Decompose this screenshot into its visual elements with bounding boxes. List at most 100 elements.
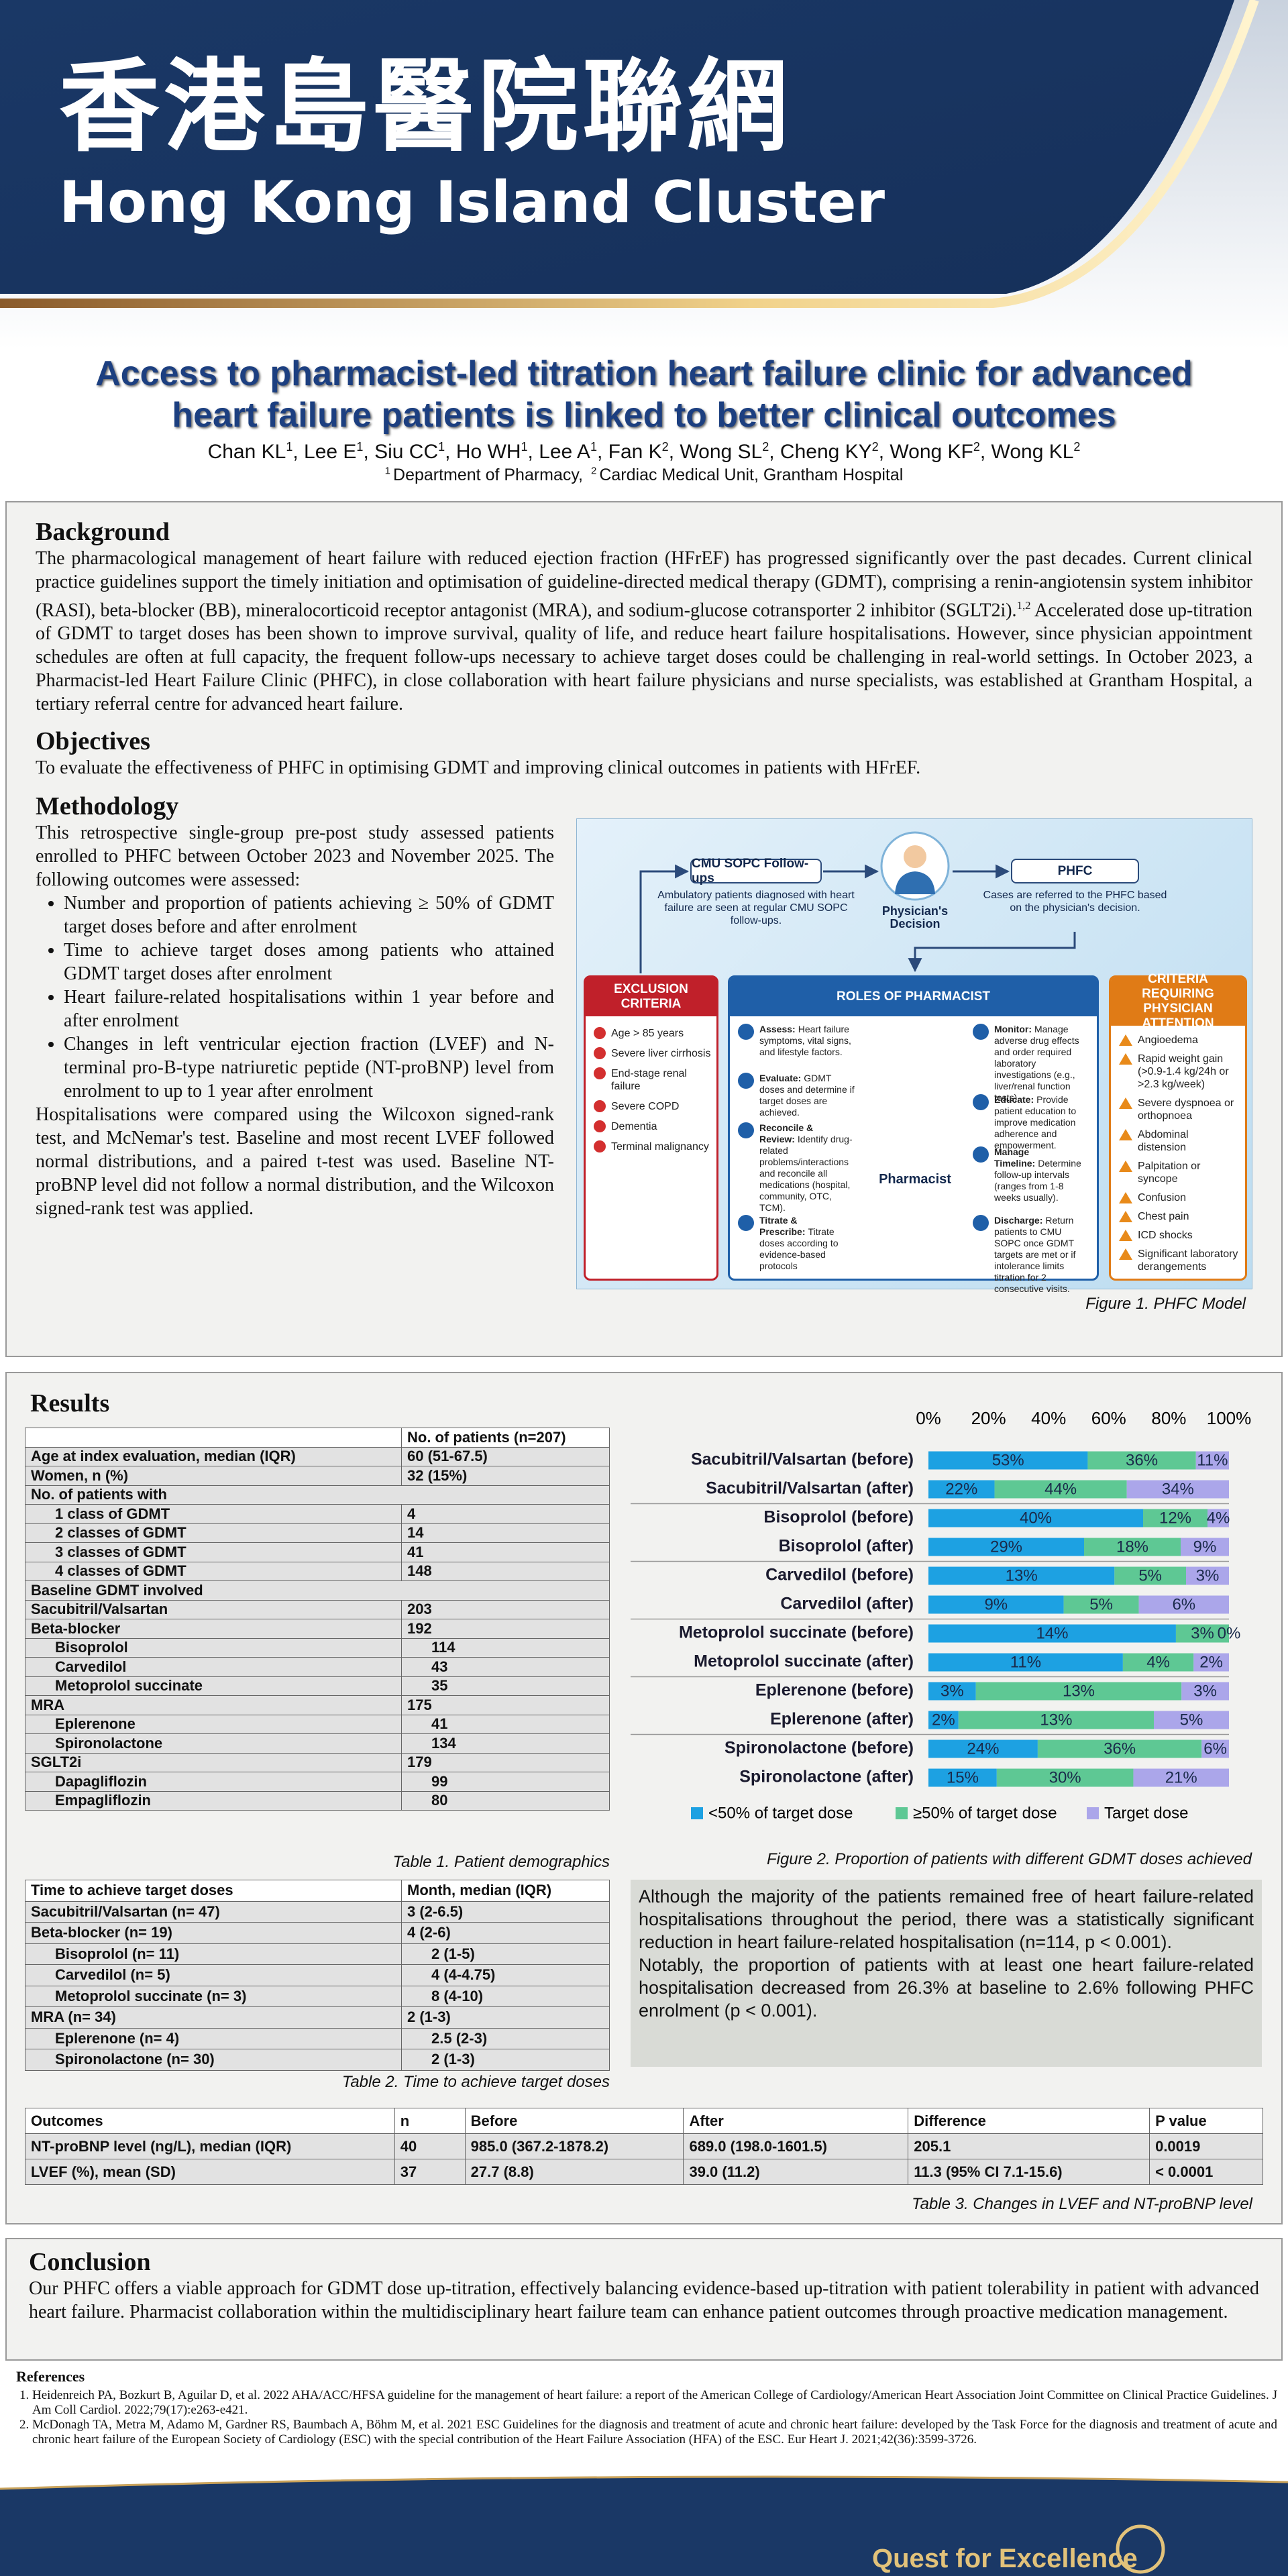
value-label: 4% bbox=[1207, 1509, 1230, 1527]
value-label: 2% bbox=[1199, 1653, 1223, 1671]
exclusion-box: EXCLUSION CRITERIA Age > 85 years Severe … bbox=[584, 975, 718, 1281]
item-text: Terminal malignancy bbox=[611, 1141, 709, 1153]
category-label: Sacubitril/Valsartan (after) bbox=[706, 1479, 914, 1498]
row-label: Metoprolol succinate bbox=[25, 1676, 402, 1696]
section-heading: Background bbox=[36, 518, 170, 546]
row: NT-proBNP level (ng/L), median (IQR) 40 98… bbox=[25, 2133, 1263, 2159]
value-label: 22% bbox=[945, 1480, 977, 1498]
bar-segment bbox=[1143, 1509, 1208, 1527]
footer-banner bbox=[0, 2475, 1288, 2576]
table: Outcomes n Before After Difference P value NT-… bbox=[25, 2108, 1263, 2185]
row-label: Empagliflozin bbox=[25, 1790, 402, 1811]
section-heading: Objectives bbox=[36, 727, 150, 756]
author-name: Cheng KY bbox=[780, 441, 872, 463]
value-label: 9% bbox=[1193, 1538, 1217, 1556]
table1: No. of patients (n=207) Age at index eval… bbox=[25, 1428, 610, 1811]
value-label: 53% bbox=[992, 1451, 1024, 1469]
value-label: 13% bbox=[1063, 1682, 1095, 1700]
warning-icon bbox=[1119, 1053, 1132, 1065]
role-item: Discharge: Return patients to CMU SOPC on… bbox=[973, 1215, 1090, 1295]
sub-row: 4 classes of GDMT 148 bbox=[25, 1561, 610, 1581]
sub-row: Carvedilol 43 bbox=[25, 1657, 610, 1677]
cell: 0.0019 bbox=[1149, 2133, 1263, 2159]
header-navy bbox=[0, 0, 1234, 294]
role-item: Evaluate: GDMT doses and determine if tar… bbox=[738, 1073, 855, 1118]
role-text: Provide patient education to improve med… bbox=[994, 1094, 1077, 1151]
cell: LVEF (%), mean (SD) bbox=[25, 2159, 395, 2185]
row-label: Beta-blocker bbox=[25, 1619, 402, 1639]
reference: Heidenreich PA, Bozkurt B, Aguilar D, et… bbox=[32, 2388, 1277, 2418]
header-cell: Difference bbox=[908, 2108, 1150, 2134]
table3: Outcomes n Before After Difference P value NT-… bbox=[25, 2108, 1263, 2185]
text: The pharmacological management of heart … bbox=[36, 548, 1252, 621]
row: Beta-blocker 192 bbox=[25, 1619, 610, 1639]
bar-segment bbox=[928, 1595, 1064, 1614]
cmu-box: CMU SOPC Follow-ups bbox=[690, 857, 822, 885]
value-label: 40% bbox=[1020, 1509, 1052, 1527]
row-value: 3 (2-6.5) bbox=[401, 1900, 610, 1923]
role-text: Determine follow-up intervals (ranges fr… bbox=[994, 1158, 1081, 1203]
pharmacist-label: Pharmacist bbox=[879, 1172, 951, 1187]
affiliation: 2 Cardiac Medical Unit, Grantham Hospital bbox=[591, 466, 903, 484]
value-label: 9% bbox=[984, 1595, 1008, 1613]
row-value: 175 bbox=[401, 1695, 610, 1715]
cell: 11.3 (95% CI 7.1-15.6) bbox=[908, 2159, 1150, 2185]
row: Baseline GDMT involved bbox=[25, 1580, 610, 1601]
cell: 37 bbox=[394, 2159, 466, 2185]
warning-icon bbox=[1119, 1211, 1132, 1223]
header-cell: No. of patients (n=207) bbox=[401, 1428, 610, 1448]
warning-icon bbox=[1119, 1230, 1132, 1242]
authors: Chan KL1Lee E1Siu CC1Ho WH1Lee A1Fan K2W… bbox=[0, 440, 1288, 464]
sub-row: 3 classes of GDMT 41 bbox=[25, 1542, 610, 1562]
row-label: Carvedilol (n= 5) bbox=[25, 1964, 402, 1986]
row-value: 14 bbox=[401, 1523, 610, 1543]
role-item: Manage Timeline: Determine follow-up inte… bbox=[973, 1146, 1090, 1203]
author: Ho WH1 bbox=[456, 440, 539, 463]
row-value: 148 bbox=[401, 1561, 610, 1581]
item-text: Angioedema bbox=[1138, 1034, 1198, 1046]
exclusion-item: Age > 85 years bbox=[594, 1027, 711, 1040]
footer-slogan: Quest for Excellence bbox=[872, 2544, 1138, 2573]
row-value: 41 bbox=[401, 1714, 610, 1734]
gold-swoosh bbox=[0, 0, 1259, 308]
role-item: Monitor: Manage adverse drug effects and … bbox=[973, 1024, 1090, 1104]
header-row: Time to achieve target doses Month, media… bbox=[25, 1880, 610, 1902]
row-value: 4 (2-6) bbox=[401, 1922, 610, 1944]
x-tick-label: 40% bbox=[1031, 1408, 1066, 1428]
affiliation-mark: 2 bbox=[661, 440, 669, 453]
row-label: 1 class of GDMT bbox=[25, 1504, 402, 1524]
row-label: Carvedilol bbox=[25, 1657, 402, 1677]
category-label: Spironolactone (before) bbox=[724, 1739, 914, 1758]
row-label: Spironolactone bbox=[25, 1733, 402, 1754]
row-value: 41 bbox=[401, 1542, 610, 1562]
category-label: Carvedilol (after) bbox=[780, 1595, 914, 1613]
category-label: Spironolactone (after) bbox=[739, 1768, 914, 1786]
reference: McDonagh TA, Metra M, Adamo M, Gardner R… bbox=[32, 2418, 1277, 2447]
x-icon bbox=[594, 1047, 606, 1060]
sub-row: Eplerenone (n= 4) 2.5 (2-3) bbox=[25, 2027, 610, 2049]
exclusion-item: Dementia bbox=[594, 1120, 711, 1133]
row-label: Sacubitril/Valsartan bbox=[25, 1599, 402, 1619]
text: This retrospective single-group pre-post… bbox=[36, 822, 554, 891]
bar-segment bbox=[928, 1509, 1143, 1527]
methodology-text: This retrospective single-group pre-post… bbox=[36, 821, 554, 1313]
role-text: Identify drug-related problems/interacti… bbox=[759, 1134, 853, 1214]
reference-list: Heidenreich PA, Bozkurt B, Aguilar D, et… bbox=[16, 2388, 1277, 2447]
row-value: 203 bbox=[401, 1599, 610, 1619]
table-caption: Table 1. Patient demographics bbox=[392, 1853, 610, 1871]
header-row: No. of patients (n=207) bbox=[25, 1428, 610, 1448]
x-tick-label: 80% bbox=[1151, 1408, 1186, 1428]
row: Beta-blocker (n= 19) 4 (2-6) bbox=[25, 1922, 610, 1944]
legend-label: ≥50% of target dose bbox=[913, 1804, 1057, 1822]
section-heading: Methodology bbox=[36, 792, 179, 821]
value-label: 0% bbox=[1218, 1624, 1241, 1642]
row-value: 134 bbox=[401, 1733, 610, 1754]
sub-row: Metoprolol succinate 35 bbox=[25, 1676, 610, 1696]
value-label: 3% bbox=[1193, 1682, 1217, 1700]
row-label: Eplerenone (n= 4) bbox=[25, 2027, 402, 2049]
x-tick-label: 0% bbox=[916, 1408, 941, 1428]
x-icon bbox=[594, 1120, 606, 1133]
affiliation-mark: 1 bbox=[356, 440, 364, 453]
row: Women, n (%) 32 (15%) bbox=[25, 1466, 610, 1486]
